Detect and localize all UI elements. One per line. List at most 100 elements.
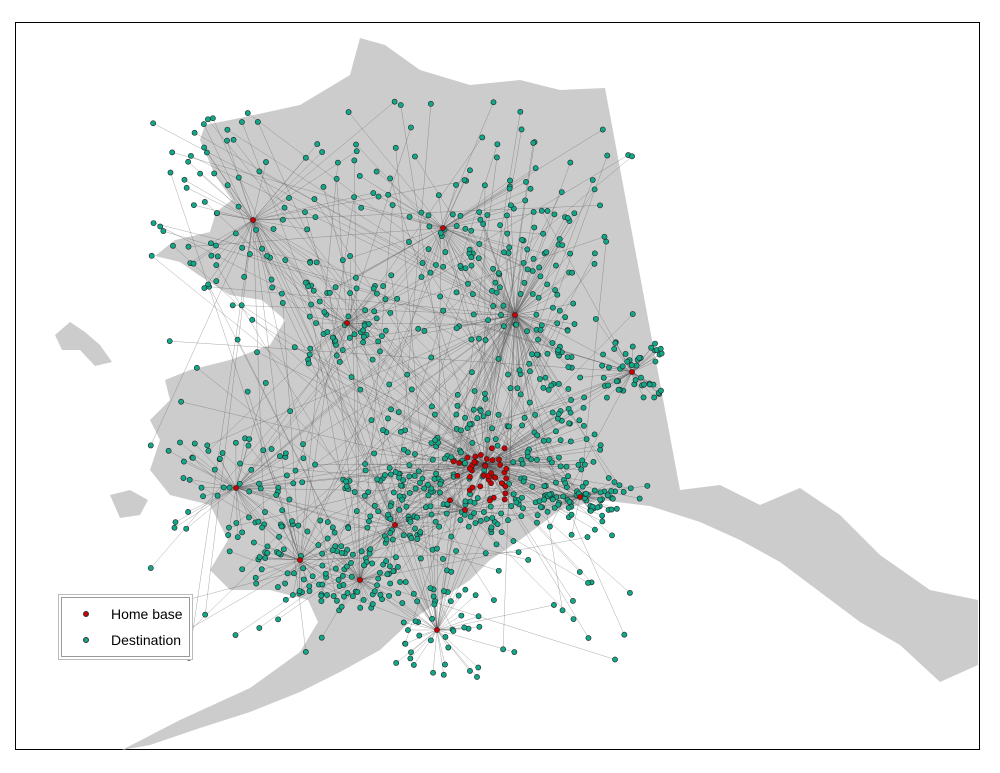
destination-point (437, 489, 443, 496)
destination-point (150, 220, 157, 227)
destination-point (442, 634, 449, 640)
destination-point (333, 352, 340, 359)
destination-point (489, 425, 496, 432)
route-line (355, 144, 516, 316)
destination-point (270, 226, 277, 232)
destination-point (515, 549, 522, 556)
route-line (436, 629, 445, 675)
route-line (346, 566, 361, 581)
route-line (235, 248, 429, 489)
home-base-marker-icon (83, 611, 89, 617)
route-line (484, 313, 633, 466)
route-line (235, 487, 277, 496)
destination-point (488, 524, 495, 531)
destination-point (628, 362, 635, 369)
destination-point (262, 555, 269, 561)
destination-point (544, 508, 551, 515)
destination-point (306, 583, 313, 590)
route-line (359, 579, 364, 600)
destination-point (387, 530, 394, 536)
destination-point (479, 134, 486, 141)
route-line (186, 487, 237, 529)
route-line (235, 455, 281, 489)
destination-point (442, 249, 449, 255)
route-line (514, 314, 552, 386)
destination-point (408, 535, 415, 541)
destination-point (279, 507, 286, 514)
destination-point (431, 411, 438, 418)
route-line (417, 509, 466, 540)
route-line (571, 496, 581, 535)
destination-point (562, 480, 569, 487)
destination-point (507, 177, 513, 184)
destination-point (568, 531, 575, 538)
route-line (252, 180, 467, 221)
destination-point (474, 674, 480, 680)
destination-point (541, 496, 548, 503)
destination-point (462, 586, 469, 593)
route-line (168, 450, 237, 489)
destination-point (360, 339, 367, 346)
route-line (484, 179, 593, 466)
route-line (359, 579, 378, 586)
destination-point (225, 532, 232, 538)
destination-point (415, 325, 422, 332)
destination-point (580, 404, 587, 411)
destination-point (193, 364, 200, 371)
destination-point (580, 422, 587, 429)
destination-point (474, 415, 481, 422)
destination-point (471, 388, 478, 394)
route-line (299, 545, 336, 561)
home-base-point (498, 480, 505, 487)
destination-point (520, 259, 527, 266)
route-line (235, 487, 368, 528)
route-line (235, 487, 261, 489)
destination-point (516, 367, 523, 374)
destination-point (581, 461, 588, 468)
destination-point (259, 524, 265, 531)
route-line (267, 552, 301, 561)
route-line (464, 509, 574, 620)
destination-point (599, 362, 606, 369)
route-line (193, 219, 254, 264)
destination-point (277, 453, 283, 460)
destination-point (534, 351, 540, 358)
route-line (184, 179, 254, 221)
destination-point (638, 374, 644, 381)
destination-point (557, 463, 564, 470)
home-base-point (471, 459, 478, 465)
destination-point (185, 243, 192, 250)
destination-point (305, 360, 312, 367)
route-line (442, 227, 544, 234)
route-line (359, 175, 444, 229)
route-line (514, 314, 557, 483)
destination-point (255, 518, 262, 525)
destination-point (532, 165, 539, 172)
destination-point (530, 140, 537, 146)
destination-point (190, 260, 197, 267)
destination-point (388, 406, 394, 413)
destination-point (432, 437, 439, 443)
destination-point (282, 450, 289, 457)
destination-point (245, 442, 252, 449)
route-line (438, 195, 444, 229)
route-line (464, 498, 491, 511)
route-line (216, 265, 438, 631)
destination-point (613, 505, 620, 512)
destination-point (454, 402, 461, 409)
destination-point (401, 446, 407, 453)
destination-point (248, 466, 255, 473)
route-line (514, 314, 542, 326)
destination-point (548, 382, 555, 389)
destination-point (427, 100, 434, 107)
route-line (514, 314, 521, 395)
destination-point (348, 560, 354, 566)
destination-point (390, 568, 397, 575)
route-line (321, 227, 444, 595)
route-line (514, 314, 537, 330)
route-line (442, 227, 525, 283)
route-line (618, 371, 633, 390)
destination-point (353, 508, 360, 515)
destination-point (612, 656, 618, 663)
